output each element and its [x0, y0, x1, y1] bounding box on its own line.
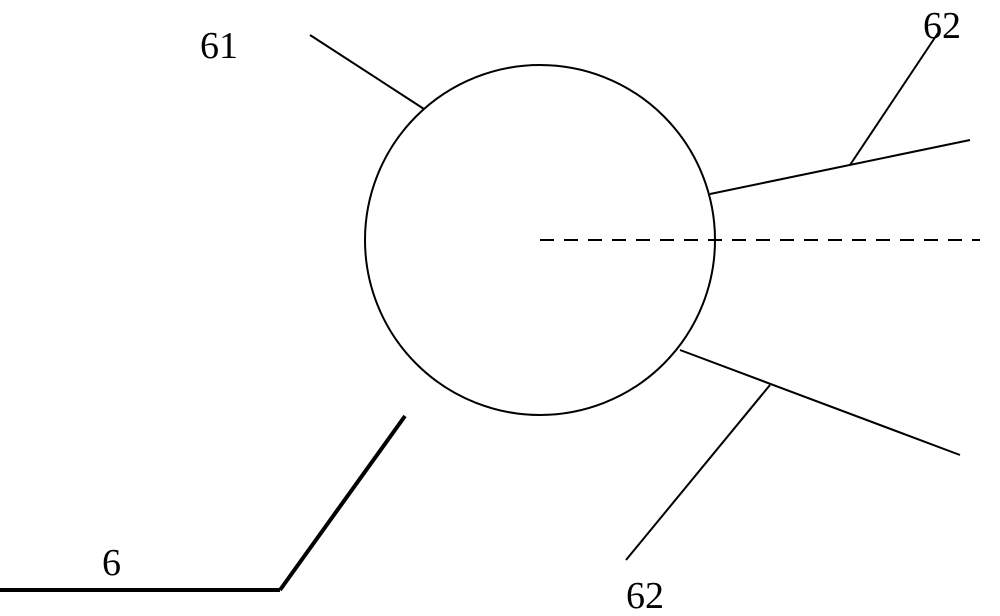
leader-line-62-lower [626, 385, 770, 560]
label-61: 61 [200, 25, 238, 67]
corner-diagonal [280, 416, 405, 590]
diagram-svg: 61 62 62 6 [0, 0, 1000, 616]
tangent-line-lower [680, 350, 960, 455]
leader-line-61 [310, 35, 424, 109]
label-6: 6 [102, 542, 121, 584]
label-62-upper: 62 [923, 5, 961, 47]
tangent-line-upper [710, 140, 970, 194]
leader-line-62-upper [850, 33, 938, 165]
label-62-lower: 62 [626, 575, 664, 616]
